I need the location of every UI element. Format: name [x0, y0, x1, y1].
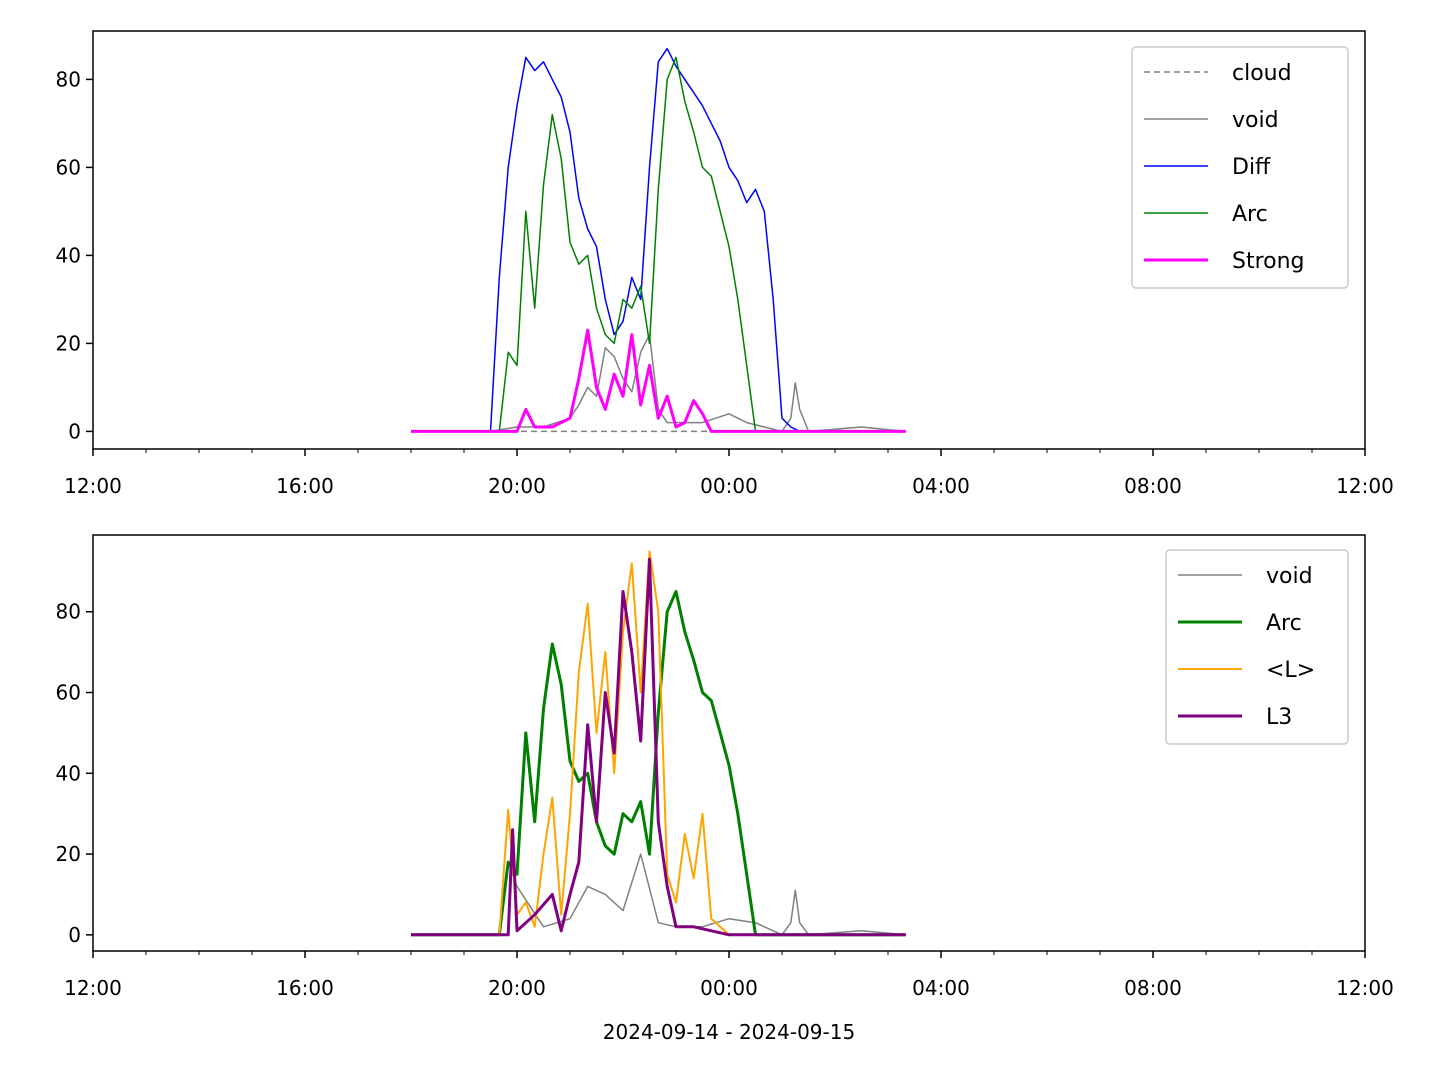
legend-box-2 [1165, 549, 1349, 745]
y-tick-label: 80 [56, 600, 81, 624]
x-tick-label: 12:00 [64, 976, 122, 1000]
y-tick-label: 0 [68, 419, 81, 443]
x-tick-label: 12:00 [1336, 976, 1394, 1000]
x-tick-label: 00:00 [700, 474, 758, 498]
series-line-2-1 [411, 853, 906, 936]
x-tick-label: 04:00 [912, 474, 970, 498]
x-tick-label: 12:00 [64, 474, 122, 498]
x-tick-label: 20:00 [488, 976, 546, 1000]
legend-label: Diff [1232, 155, 1271, 180]
legend-box-1 [1131, 46, 1349, 289]
x-tick-label: 00:00 [700, 976, 758, 1000]
legend-label: Strong [1232, 249, 1305, 274]
legend-label: cloud [1232, 61, 1292, 86]
y-tick-label: 20 [56, 842, 81, 866]
x-tick-label: 20:00 [488, 474, 546, 498]
y-tick-label: 60 [56, 155, 81, 179]
y-tick-label: 60 [56, 681, 81, 705]
y-tick-label: 20 [56, 331, 81, 355]
legend-label: void [1266, 564, 1313, 589]
legend-label: void [1232, 108, 1279, 133]
legend-label: Arc [1232, 202, 1268, 227]
x-axis-title: 2024-09-14 - 2024-09-15 [603, 1020, 855, 1044]
series-line-1-3 [411, 47, 906, 433]
series-line-2-3 [411, 550, 906, 936]
x-tick-label: 16:00 [276, 474, 334, 498]
x-tick-label: 08:00 [1124, 474, 1182, 498]
series-line-2-4 [411, 557, 906, 937]
legend-label: Arc [1266, 611, 1302, 636]
x-tick-label: 08:00 [1124, 976, 1182, 1000]
y-tick-label: 80 [56, 67, 81, 91]
series-line-1-2 [411, 333, 906, 433]
x-tick-label: 04:00 [912, 976, 970, 1000]
y-tick-label: 40 [56, 243, 81, 267]
x-tick-label: 16:00 [276, 976, 334, 1000]
y-tick-label: 0 [68, 923, 81, 947]
series-line-2-2 [411, 590, 906, 937]
legend-label: <L> [1266, 658, 1315, 683]
series-line-1-5 [411, 328, 906, 433]
legend-label: L3 [1266, 705, 1292, 730]
y-tick-label: 40 [56, 761, 81, 785]
series-line-1-4 [411, 56, 906, 433]
x-tick-label: 12:00 [1336, 474, 1394, 498]
